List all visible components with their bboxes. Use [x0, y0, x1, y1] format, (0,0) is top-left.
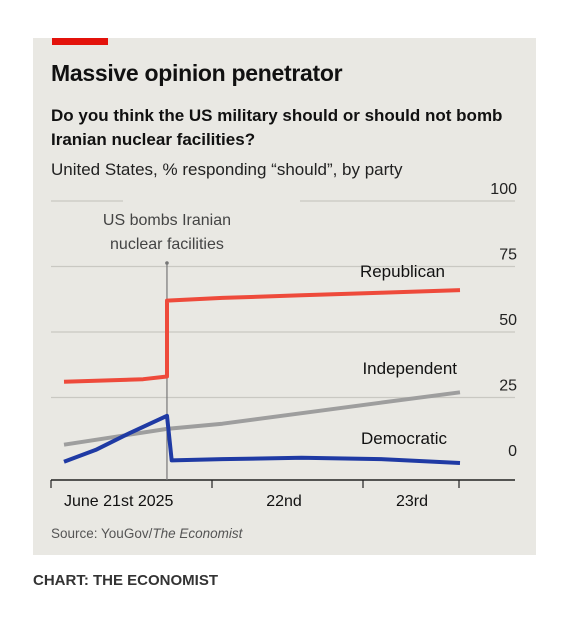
chart-subtitle: Do you think the US military should or s…: [51, 106, 503, 149]
annotation-text-line2: nuclear facilities: [110, 236, 224, 253]
x-tick-label: 23rd: [396, 493, 428, 510]
x-tick-label: 22nd: [266, 493, 302, 510]
source-prefix: Source: YouGov/: [51, 526, 153, 541]
x-tick-label: June 21st 2025: [64, 493, 174, 510]
annotation-text-line1: US bombs Iranian: [103, 212, 231, 229]
series-label-independent: Independent: [362, 359, 457, 378]
y-tick-label: 0: [508, 443, 517, 460]
series-line-democratic: [63, 413, 461, 465]
brand-accent-bar: [52, 38, 108, 45]
chart-description: United States, % responding “should”, by…: [51, 160, 403, 179]
source-publisher: The Economist: [152, 526, 243, 541]
series-line-republican: [63, 288, 461, 384]
chart-title: Massive opinion penetrator: [51, 60, 343, 86]
y-tick-label: 100: [490, 181, 517, 198]
annotation-dot: [165, 261, 169, 265]
y-tick-label: 50: [499, 312, 517, 329]
series-label-democratic: Democratic: [361, 429, 447, 448]
chart-credit: CHART: THE ECONOMIST: [33, 572, 218, 589]
series-line-independent: [63, 390, 461, 447]
y-tick-label: 75: [499, 247, 517, 264]
source-note: Source: YouGov/The Economist: [51, 526, 242, 541]
y-tick-label: 25: [499, 378, 517, 395]
series-label-republican: Republican: [360, 262, 445, 281]
